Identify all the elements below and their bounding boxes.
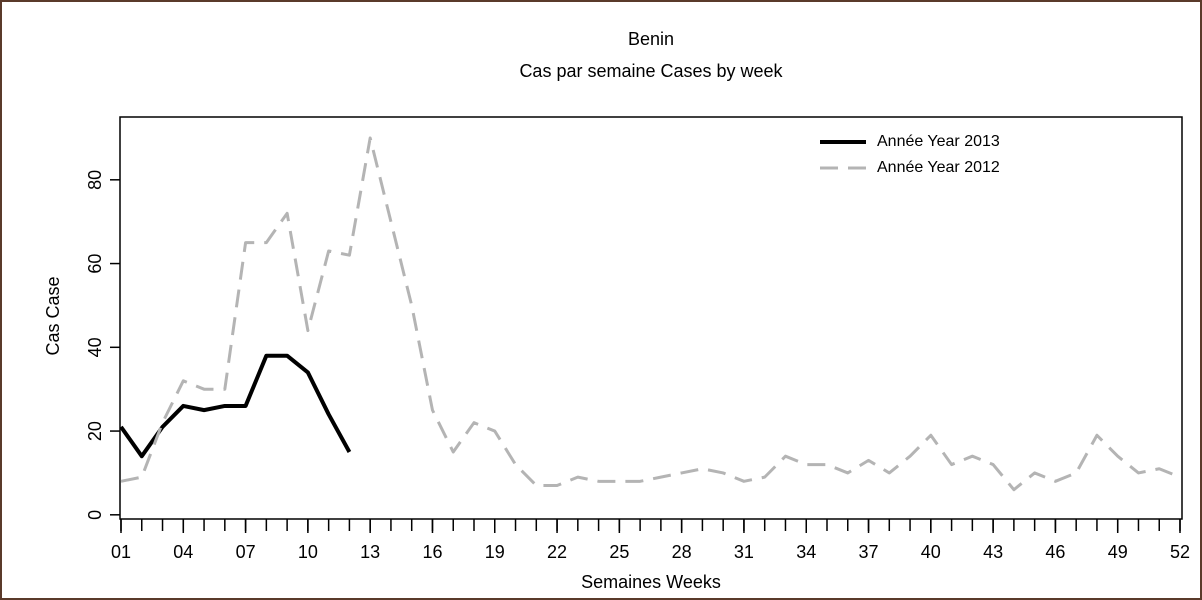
series-line	[120, 136, 1181, 492]
x-tick-label: 28	[672, 542, 692, 562]
y-axis-label: Cas Case	[43, 276, 63, 355]
y-tick-label: 60	[85, 254, 105, 274]
x-tick-label: 52	[1170, 542, 1190, 562]
x-tick-label: 13	[360, 542, 380, 562]
x-tick-label: 31	[734, 542, 754, 562]
x-tick-label: 43	[983, 542, 1003, 562]
x-tick-label: 01	[111, 542, 131, 562]
chart-subtitle: Cas par semaine Cases by week	[519, 61, 783, 81]
x-tick-label: 37	[859, 542, 879, 562]
plot-frame	[119, 116, 1183, 520]
x-tick-label: 49	[1108, 542, 1128, 562]
x-tick-label: 16	[422, 542, 442, 562]
x-tick-label: 10	[298, 542, 318, 562]
x-tick-label: 25	[609, 542, 629, 562]
x-tick-label: 22	[547, 542, 567, 562]
x-tick-label: 40	[921, 542, 941, 562]
legend-label: Année Year 2012	[877, 159, 1000, 176]
x-tick-label: 34	[796, 542, 816, 562]
y-tick-label: 20	[85, 421, 105, 441]
x-tick-label: 19	[485, 542, 505, 562]
x-tick-label: 46	[1045, 542, 1065, 562]
chart-title: Benin	[628, 29, 674, 49]
y-tick-label: 40	[85, 337, 105, 357]
y-tick-label: 0	[85, 510, 105, 520]
x-axis-label: Semaines Weeks	[581, 572, 721, 592]
x-tick-label: 04	[173, 542, 193, 562]
legend-label: Année Year 2013	[877, 133, 1000, 150]
x-tick-label: 07	[236, 542, 256, 562]
y-tick-label: 80	[85, 170, 105, 190]
